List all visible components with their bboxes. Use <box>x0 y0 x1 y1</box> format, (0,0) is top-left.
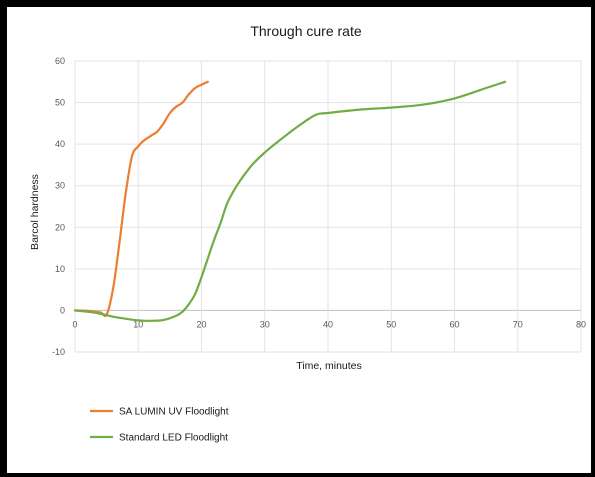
x-axis-title: Time, minutes <box>296 360 362 372</box>
x-tick-label: 30 <box>260 319 270 329</box>
y-tick-label: 50 <box>55 98 65 108</box>
x-tick-label: 0 <box>72 319 77 329</box>
series-line <box>73 80 209 318</box>
chart-area: Through cure rate -10 0 10 20 30 40 50 60 0 10 20… <box>7 7 591 473</box>
x-tick-label: 70 <box>513 319 523 329</box>
y-tick-label: 40 <box>55 139 65 149</box>
y-tick-label: 30 <box>55 181 65 191</box>
y-axis-title: Barcol hardness <box>29 174 41 250</box>
y-tick-label: 20 <box>55 222 65 232</box>
x-tick-label: 50 <box>386 319 396 329</box>
y-tick-label: 10 <box>55 264 65 274</box>
x-tick-label: 10 <box>133 319 143 329</box>
y-tick-label: 0 <box>60 305 65 315</box>
x-tick-label: 20 <box>196 319 206 329</box>
series-line <box>73 80 507 322</box>
legend-label: Standard LED Floodlight <box>119 433 228 444</box>
legend: SA LUMIN UV Floodlight Standard LED Flood… <box>90 407 229 444</box>
x-tick-label: 60 <box>449 319 459 329</box>
y-tick-labels: -10 0 10 20 30 40 50 60 <box>52 56 65 357</box>
line-chart: Through cure rate -10 0 10 20 30 40 50 60 0 10 20… <box>29 23 586 444</box>
gridlines <box>74 60 582 353</box>
y-tick-label: 60 <box>55 56 65 66</box>
y-tick-label: -10 <box>52 347 65 357</box>
chart-title: Through cure rate <box>250 23 361 39</box>
legend-label: SA LUMIN UV Floodlight <box>119 407 229 418</box>
series-lines <box>73 80 507 322</box>
x-tick-label: 40 <box>323 319 333 329</box>
x-tick-labels: 0 10 20 30 40 50 60 70 80 <box>72 319 586 329</box>
x-tick-label: 80 <box>576 319 586 329</box>
